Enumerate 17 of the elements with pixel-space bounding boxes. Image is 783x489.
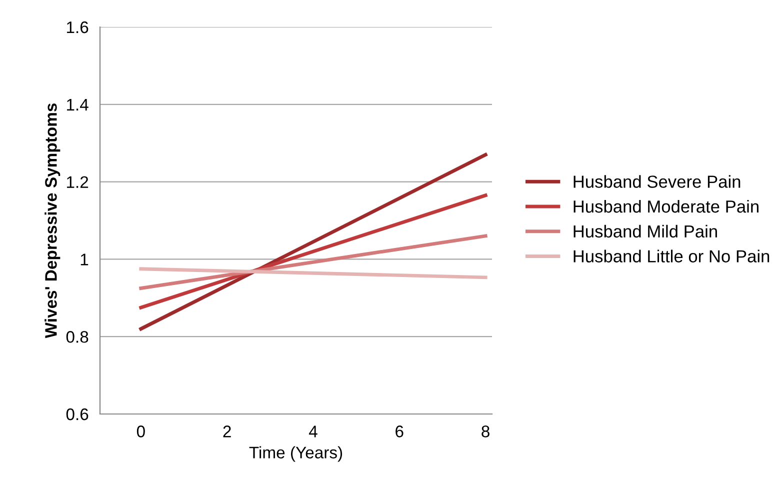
legend-label: Husband Severe Pain <box>574 175 740 188</box>
y-tick-label: 1 <box>80 254 88 266</box>
x-tick-label: 4 <box>308 426 318 438</box>
x-tick-label: 8 <box>482 426 490 438</box>
x-tick-label: 6 <box>396 426 404 438</box>
legend-label: Husband Mild Pain <box>574 224 717 238</box>
x-tick-label: 0 <box>136 426 145 438</box>
y-tick-label: 0.8 <box>66 331 88 343</box>
y-tick-label: 1.6 <box>66 21 88 34</box>
x-axis-title: Time (Years) <box>249 446 342 462</box>
y-tick-label: 1.4 <box>66 98 88 110</box>
legend-label: Husband Little or No Pain <box>574 250 770 262</box>
y-tick-label: 1.2 <box>66 176 88 188</box>
x-tick-label: 2 <box>223 426 231 438</box>
y-axis-title: Wives' Depressive Symptoms <box>44 103 60 338</box>
y-tick-label: 0.6 <box>66 408 88 420</box>
legend-label: Husband Moderate Pain <box>574 200 758 213</box>
